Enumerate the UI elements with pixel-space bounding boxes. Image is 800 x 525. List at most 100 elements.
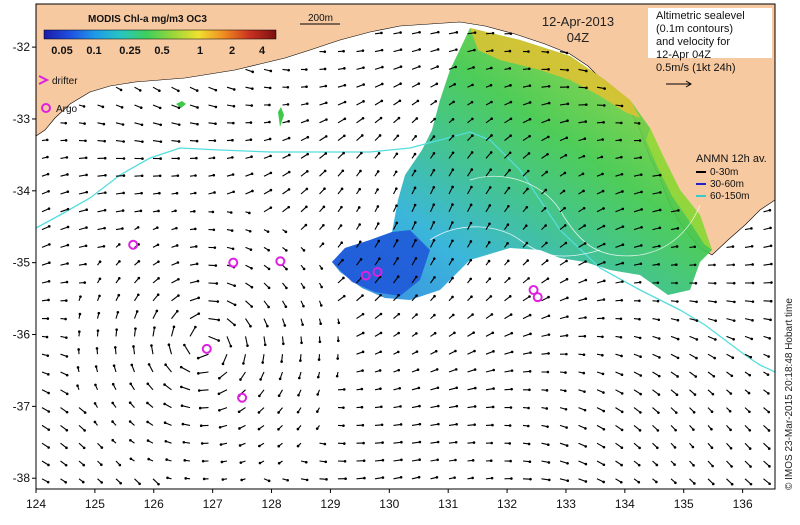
velocity-arrowhead — [677, 209, 680, 212]
x-tick-label: 136 — [733, 497, 753, 511]
velocity-arrowhead — [528, 135, 531, 138]
velocity-arrowhead — [267, 230, 270, 233]
velocity-arrowhead — [233, 324, 236, 327]
velocity-arrowhead — [400, 65, 403, 68]
velocity-arrowhead — [47, 410, 50, 413]
velocity-arrowhead — [692, 428, 695, 431]
velocity-arrowhead — [361, 369, 364, 372]
velocity-arrowhead — [287, 103, 290, 106]
velocity-arrowhead — [114, 346, 117, 349]
velocity-arrowhead — [528, 295, 531, 298]
y-axis: -32-33-34-35-36-37-38 — [13, 40, 36, 485]
velocity-arrowhead — [324, 170, 327, 173]
velocity-arrowhead — [418, 458, 421, 461]
velocity-arrowhead — [176, 244, 179, 247]
anmn-item-label: 30-60m — [710, 179, 744, 190]
velocity-arrowhead — [472, 66, 475, 69]
velocity-arrowhead — [288, 188, 291, 191]
velocity-arrowhead — [770, 300, 773, 303]
velocity-arrowhead — [693, 482, 696, 485]
velocity-arrowhead — [510, 101, 513, 104]
velocity-arrowhead — [141, 174, 144, 177]
velocity-arrowhead — [603, 261, 606, 264]
velocity-arrowhead — [268, 287, 271, 290]
velocity-arrowhead — [141, 123, 144, 126]
velocity-arrowhead — [601, 335, 604, 338]
anmn-title: ANMN 12h av. — [696, 153, 767, 165]
velocity-arrowhead — [98, 295, 101, 298]
velocity-arrowhead — [751, 319, 754, 322]
velocity-arrowhead — [239, 444, 242, 447]
velocity-arrowhead — [454, 350, 457, 353]
velocity-arrowhead — [639, 337, 642, 340]
velocity-arrowhead — [659, 191, 662, 194]
velocity-arrowhead — [584, 120, 587, 123]
velocity-arrowhead — [729, 410, 732, 413]
velocity-arrowhead — [379, 350, 382, 353]
velocity-arrowhead — [157, 243, 160, 246]
velocity-arrowhead — [118, 260, 121, 263]
velocity-arrowhead — [675, 411, 678, 414]
velocity-arrowhead — [566, 462, 569, 465]
velocity-arrowhead — [212, 174, 215, 177]
velocity-arrowhead — [194, 326, 197, 329]
velocity-arrowhead — [622, 243, 625, 246]
velocity-arrowhead — [382, 476, 385, 479]
velocity-arrowhead — [217, 339, 220, 342]
velocity-arrowhead — [217, 319, 220, 322]
velocity-arrowhead — [770, 281, 773, 284]
velocity-arrowhead — [83, 122, 86, 125]
velocity-arrowhead — [305, 85, 308, 88]
velocity-arrowhead — [219, 426, 222, 429]
velocity-arrowhead — [436, 368, 439, 371]
velocity-arrowhead — [48, 207, 51, 210]
velocity-arrowhead — [545, 189, 548, 192]
velocity-legend-line: Altimetric sealevel — [656, 10, 745, 22]
velocity-arrowhead — [638, 299, 641, 302]
velocity-arrowhead — [601, 156, 604, 159]
velocity-arrowhead — [564, 390, 567, 393]
velocity-arrowhead — [639, 281, 642, 284]
velocity-arrowhead — [733, 301, 736, 304]
velocity-arrowhead — [770, 245, 773, 248]
velocity-arrowhead — [166, 477, 169, 480]
velocity-arrowhead — [104, 157, 107, 160]
velocity-arrowhead — [321, 267, 324, 270]
velocity-arrowhead — [259, 378, 262, 381]
velocity-arrowhead — [488, 241, 491, 244]
velocity-arrowhead — [47, 317, 50, 320]
velocity-arrowhead — [83, 429, 86, 432]
velocity-arrowhead — [752, 300, 755, 303]
velocity-arrowhead — [320, 286, 323, 289]
velocity-arrowhead — [582, 372, 585, 375]
velocity-arrowhead — [677, 357, 680, 360]
velocity-arrowhead — [694, 264, 697, 267]
velocity-arrowhead — [362, 313, 365, 316]
velocity-arrowhead — [470, 240, 473, 243]
velocity-arrowhead — [751, 245, 754, 248]
velocity-arrowhead — [584, 137, 587, 140]
velocity-arrowhead — [548, 479, 551, 482]
velocity-arrowhead — [378, 152, 381, 155]
velocity-arrowhead — [277, 428, 280, 431]
velocity-arrowhead — [527, 50, 530, 53]
velocity-arrowhead — [471, 151, 474, 154]
velocity-arrowhead — [284, 324, 287, 327]
velocity-arrowhead — [621, 262, 624, 265]
velocity-arrowhead — [360, 152, 363, 155]
velocity-arrowhead — [510, 313, 513, 316]
velocity-arrowhead — [342, 169, 345, 172]
velocity-arrowhead — [183, 459, 186, 462]
velocity-arrowhead — [675, 282, 678, 285]
velocity-arrowhead — [675, 263, 678, 266]
velocity-arrowhead — [488, 204, 491, 207]
velocity-arrowhead — [565, 426, 568, 429]
velocity-arrowhead — [250, 138, 253, 141]
velocity-arrowhead — [694, 375, 697, 378]
velocity-arrowhead — [287, 206, 290, 209]
velocity-arrowhead — [47, 373, 50, 376]
velocity-arrowhead — [638, 122, 641, 125]
velocity-legend-line: 12-Apr 04Z — [656, 49, 711, 61]
velocity-arrowhead — [454, 459, 457, 462]
